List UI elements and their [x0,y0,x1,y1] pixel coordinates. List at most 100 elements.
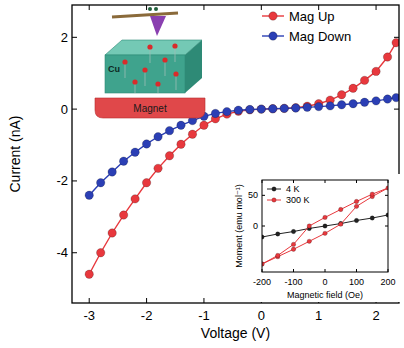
data-point [303,103,311,111]
data-point [96,249,104,257]
data-point [211,109,219,117]
data-point [360,76,368,84]
data-point [292,104,300,112]
x-tick-label: 2 [372,308,379,323]
data-point [291,247,295,251]
data-point [392,38,399,46]
x-tick-label: 200 [380,277,395,287]
x-tick-label: 100 [349,277,364,287]
x-tick-label: 1 [315,308,322,323]
block-atom [172,43,177,48]
data-point [354,218,358,222]
data-point [177,121,185,129]
x-tick-label: -100 [284,277,302,287]
data-point [360,98,368,106]
data-point [291,229,295,233]
y-tick [72,252,77,253]
data-point [246,105,254,113]
data-point [96,179,104,187]
y-axis-title: Moment (emu mol⁻¹) [234,184,244,267]
data-point [392,93,399,101]
y-tick [394,109,399,110]
legend-marker [272,187,276,191]
data-point [131,195,139,203]
block-top [105,40,202,55]
data-point [85,191,93,199]
data-point [307,224,311,228]
data-point [142,179,150,187]
data-point [354,199,358,203]
x-tick-label: -2 [141,308,153,323]
tip [150,16,166,36]
x-tick [203,5,204,10]
legend-label: Mag Up [289,9,335,24]
legend-marker [269,32,277,40]
block-atom [132,79,137,84]
data-point [307,239,311,243]
data-point [276,253,280,257]
data-point [280,104,288,112]
data-point [257,105,265,113]
data-point [323,215,327,219]
electron [148,7,152,11]
data-point [154,133,162,141]
data-point [339,222,343,226]
data-point [188,130,196,138]
y-tick-label: 2 [61,30,68,45]
y-tick-label: -2 [56,173,68,188]
y-tick-label: 50 [248,190,258,200]
x-tick-label: 0 [258,308,265,323]
data-point [200,121,208,129]
data-point [372,97,380,105]
block-front [105,55,185,93]
data-point [292,103,300,111]
schematic: CuMagnet [95,7,205,118]
x-tick [376,5,377,10]
data-point [337,91,345,99]
y-tick-label: 0 [253,221,258,231]
plot-area [262,186,388,266]
data-point [257,105,265,113]
data-point [280,104,288,112]
inset-background [232,174,402,302]
data-point [119,211,127,219]
plot-frame [262,180,388,272]
y-tick [72,180,77,181]
data-point [323,231,327,235]
data-point [349,100,357,108]
legend-label: 300 K [286,195,310,205]
x-tick-label: -3 [83,308,95,323]
x-tick-label: 0 [322,277,327,287]
data-point [383,95,391,103]
block-atom [122,59,127,64]
series-line [262,188,388,264]
block-atom [173,71,178,76]
data-point [269,105,277,113]
y-tick [394,37,399,38]
series-line [262,215,388,237]
y-tick [72,37,77,38]
x-tick [203,298,204,303]
x-tick-label: -200 [253,277,271,287]
data-point [349,84,357,92]
block-atom [147,44,152,49]
data-point [223,107,231,115]
data-point [177,140,185,148]
legend-label: Mag Down [289,29,351,44]
x-tick [89,298,90,303]
chart: -3-2-1012-4-202Voltage (V)Current (nA)Ma… [0,0,404,348]
data-point [269,105,277,113]
data-point [370,216,374,220]
x-tick-label: -1 [198,308,210,323]
data-point [85,270,93,278]
data-point [165,126,173,134]
block-atom [155,81,160,86]
data-point [323,224,327,228]
x-tick [261,5,262,10]
data-point [337,101,345,109]
data-point [165,152,173,160]
schematic-label: Cu [108,64,120,74]
data-point [142,140,150,148]
cantilever [112,13,178,17]
data-point [326,102,334,110]
